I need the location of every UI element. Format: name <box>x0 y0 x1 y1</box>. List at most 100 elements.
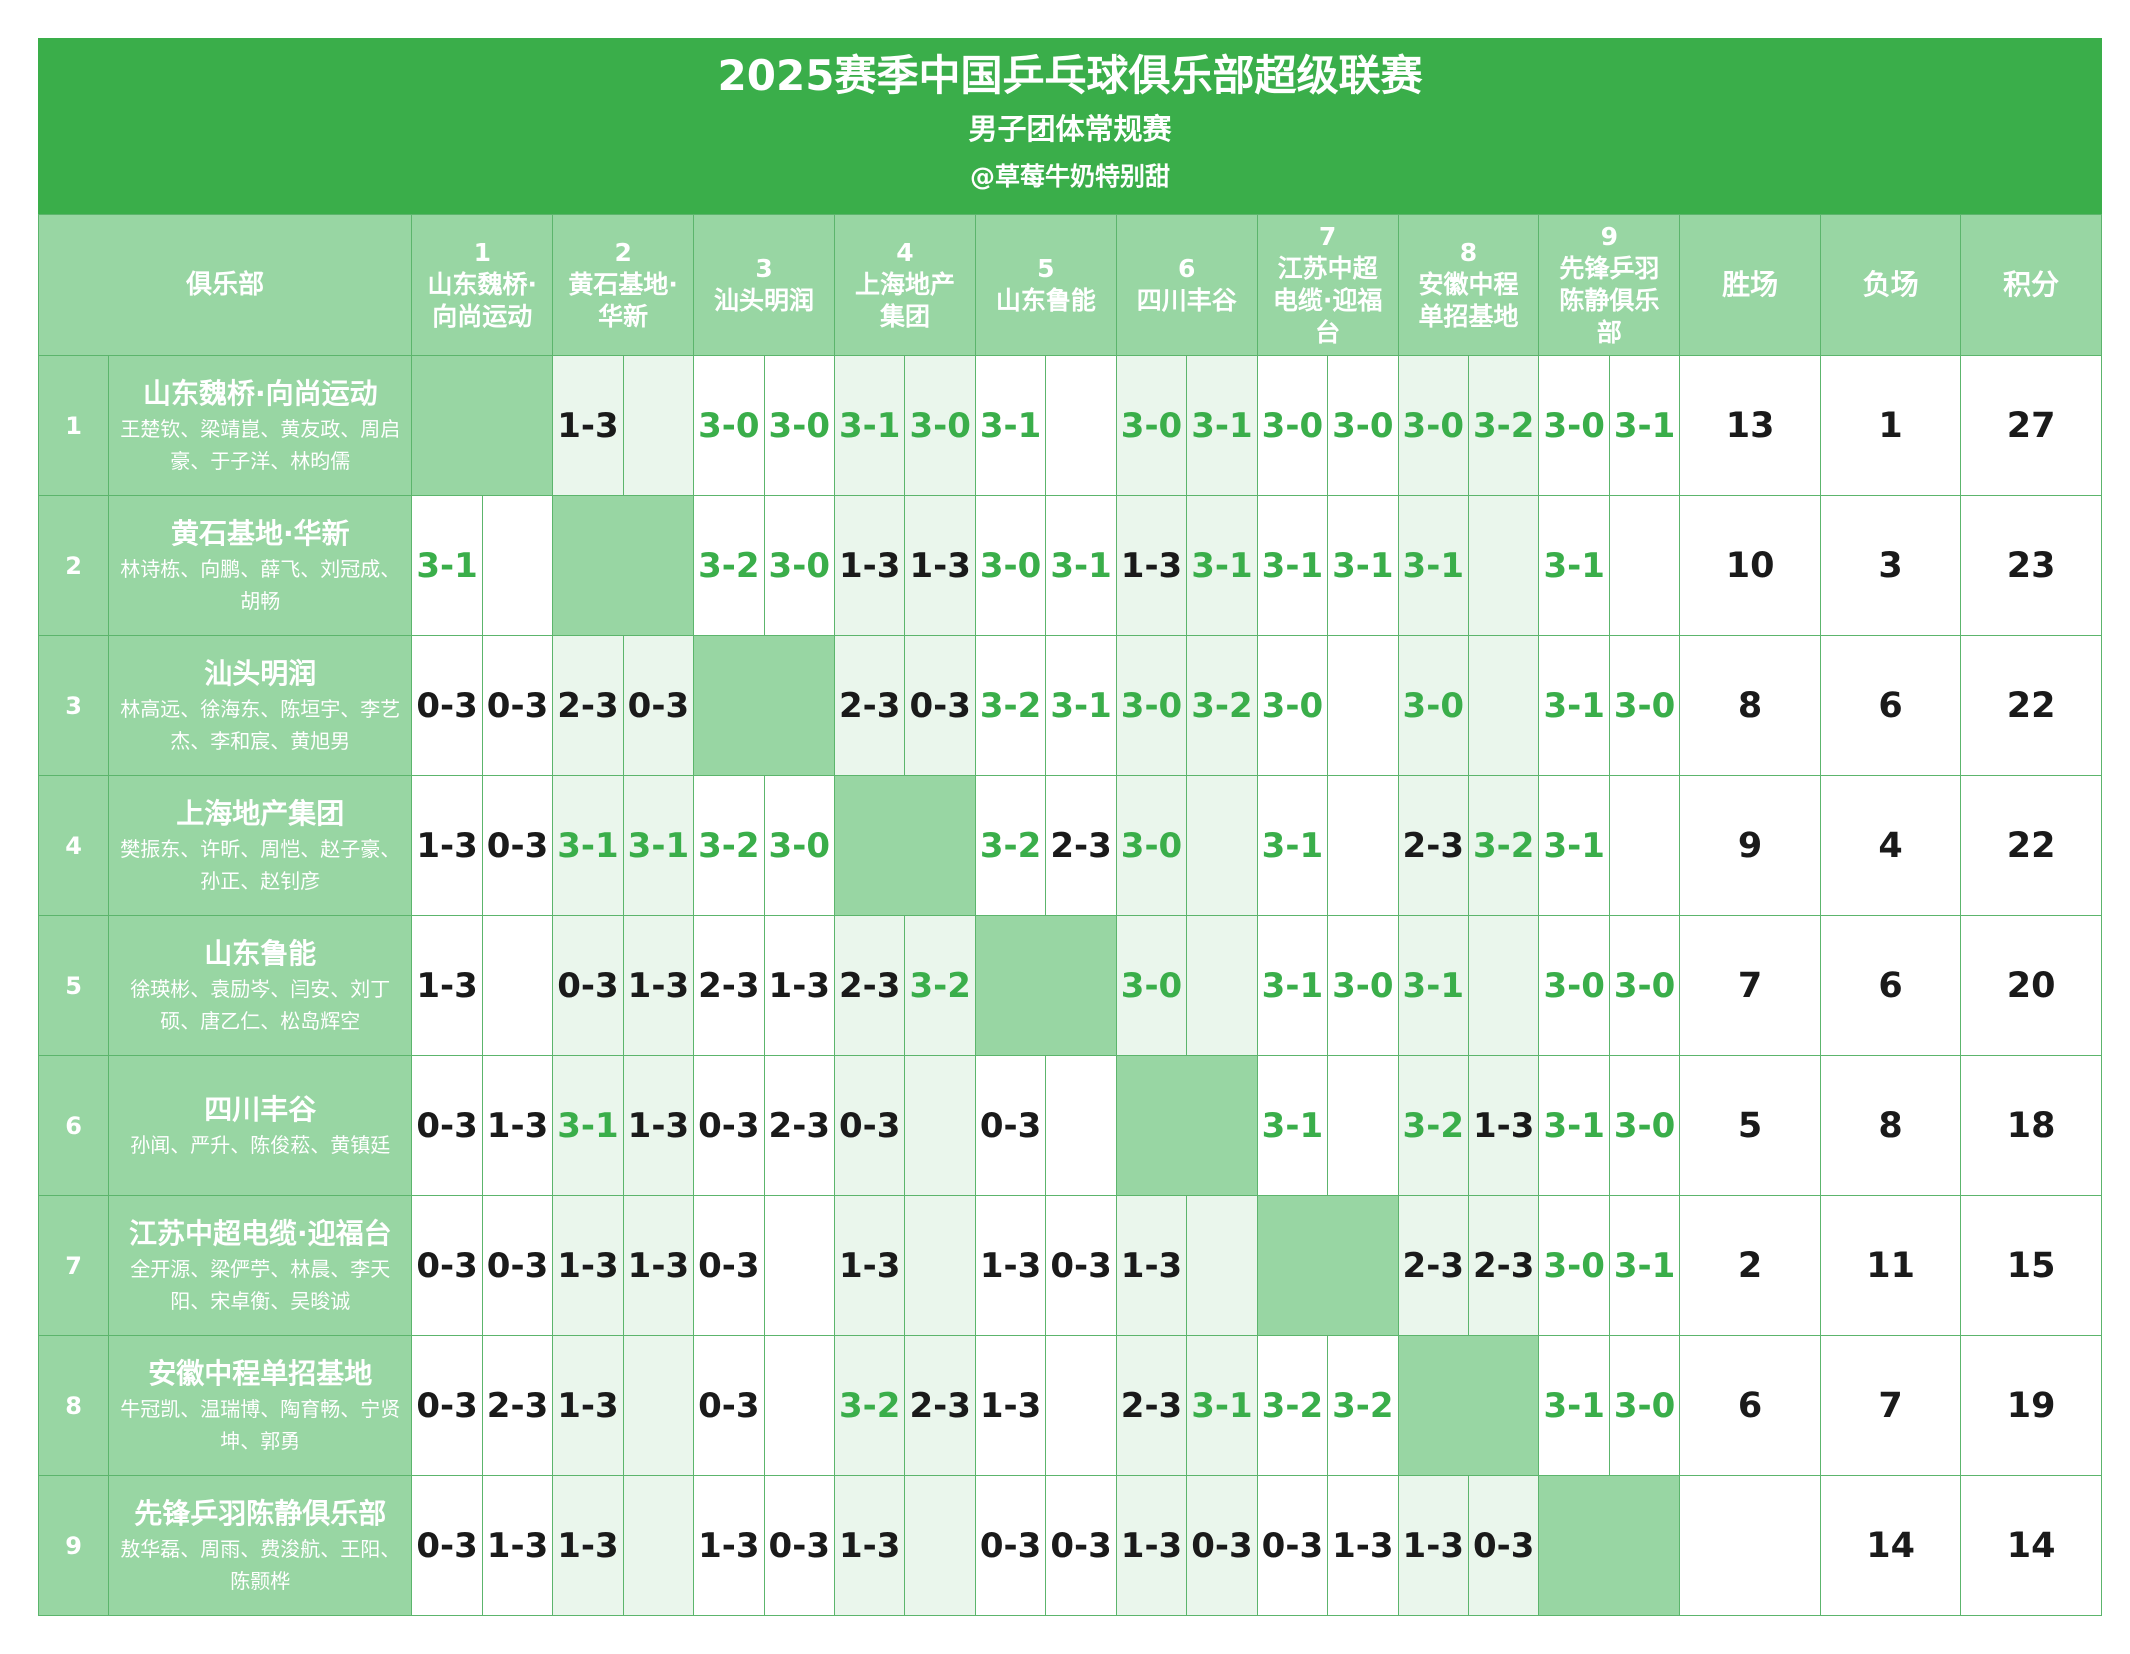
match-score <box>1467 635 1540 776</box>
match-score <box>904 1475 976 1616</box>
opponent-column-header: 3 汕头明润 <box>693 214 835 356</box>
match-score: 3-0 <box>1608 635 1681 776</box>
match-score: 1-3 <box>622 1055 695 1196</box>
match-score: 0-3 <box>1045 1195 1117 1336</box>
club-players: 敖华磊、周雨、费浚航、王阳、陈颢桦 <box>120 1536 401 1593</box>
opponent-number: 8 <box>1459 238 1478 267</box>
points-value: 15 <box>1960 1195 2102 1336</box>
match-score <box>622 1475 695 1616</box>
wins-value <box>1679 1475 1821 1616</box>
page-title: 2025赛季中国乒乓球俱乐部超级联赛 <box>717 51 1423 100</box>
rank-number: 1 <box>37 355 110 496</box>
match-score: 1-3 <box>1115 1195 1188 1336</box>
match-score: 0-3 <box>622 635 695 776</box>
rank-number: 3 <box>37 635 110 776</box>
opponent-number: 6 <box>1178 254 1196 283</box>
match-score: 1-3 <box>1397 1475 1469 1616</box>
match-score: 3-1 <box>1256 915 1329 1056</box>
match-score <box>622 1335 695 1476</box>
match-score: 3-0 <box>1256 635 1329 776</box>
points-value: 22 <box>1960 775 2102 916</box>
opponent-name: 安徽中程单招基地 <box>1418 270 1519 331</box>
wins-value: 8 <box>1679 635 1821 776</box>
match-score: 3-1 <box>833 355 906 496</box>
match-score: 2-3 <box>904 1335 976 1476</box>
match-score: 3-0 <box>1397 635 1469 776</box>
match-score <box>481 495 554 636</box>
match-score: 2-3 <box>833 635 906 776</box>
wins-value: 10 <box>1679 495 1821 636</box>
match-score: 3-1 <box>1186 355 1258 496</box>
match-score: 2-3 <box>763 1055 836 1196</box>
losses-value: 11 <box>1819 1195 1962 1336</box>
club-players: 牛冠凯、温瑞博、陶育畅、宁贤坤、郭勇 <box>120 1396 401 1453</box>
opponent-column-header: 1 山东魏桥·向尚运动 <box>411 214 554 356</box>
opponent-column-header: 8 安徽中程单招基地 <box>1397 214 1540 356</box>
match-score: 0-3 <box>481 1195 554 1336</box>
match-score: 3-1 <box>1327 495 1399 636</box>
author-credit: @草莓牛奶特别甜 <box>969 162 1170 191</box>
points-value: 19 <box>1960 1335 2102 1476</box>
match-score <box>1608 775 1681 916</box>
self-match-cell <box>1115 1055 1258 1196</box>
match-score: 0-3 <box>481 775 554 916</box>
opponent-name: 先锋乒羽陈静俱乐部 <box>1559 254 1660 347</box>
match-score <box>904 1195 976 1336</box>
match-score: 2-3 <box>1115 1335 1188 1476</box>
points-column-header: 积分 <box>1960 214 2102 356</box>
club-name: 四川丰谷 <box>204 1092 317 1126</box>
losses-value: 3 <box>1819 495 1962 636</box>
match-score: 1-3 <box>481 1055 554 1196</box>
match-score: 2-3 <box>1045 775 1117 916</box>
standings-table: 俱乐部 1 山东魏桥·向尚运动 2 黄石基地·华新 3 汕头明润 4 上海地产集团 5 山东鲁能 6 四… <box>37 214 2102 1616</box>
match-score: 3-1 <box>1538 495 1610 636</box>
club-name: 上海地产集团 <box>176 796 345 830</box>
match-score <box>1045 1055 1117 1196</box>
match-score: 1-3 <box>833 1475 906 1616</box>
rank-number: 7 <box>37 1195 110 1336</box>
club-cell: 上海地产集团 樊振东、许昕、周恺、赵子豪、孙正、赵钊彦 <box>108 775 413 916</box>
opponent-name: 上海地产集团 <box>854 270 955 331</box>
match-score <box>1467 915 1540 1056</box>
match-score: 3-1 <box>1186 495 1258 636</box>
match-score: 3-0 <box>1115 635 1188 776</box>
table-row: 4 上海地产集团 樊振东、许昕、周恺、赵子豪、孙正、赵钊彦 1-3 0-3 3-1 3-1 3… <box>37 775 2102 916</box>
match-score: 3-2 <box>693 775 765 916</box>
table-row: 5 山东鲁能 徐瑛彬、袁励岑、闫安、刘丁硕、唐乙仁、松岛辉空 1-3 0-3 1-3 2-3… <box>37 915 2102 1056</box>
wins-value: 9 <box>1679 775 1821 916</box>
match-score <box>1327 1055 1399 1196</box>
match-score: 1-3 <box>1115 1475 1188 1616</box>
match-score: 1-3 <box>1327 1475 1399 1616</box>
opponent-number: 9 <box>1600 222 1619 251</box>
rank-number: 6 <box>37 1055 110 1196</box>
match-score: 0-3 <box>693 1195 765 1336</box>
losses-value: 6 <box>1819 915 1962 1056</box>
match-score: 1-3 <box>974 1335 1047 1476</box>
self-match-cell <box>1256 1195 1399 1336</box>
table-row: 2 黄石基地·华新 林诗栋、向鹏、薛飞、刘冠成、胡畅 3-1 3-2 3-0 1-3 1-3 3… <box>37 495 2102 636</box>
club-name: 山东鲁能 <box>204 936 317 970</box>
wins-value: 6 <box>1679 1335 1821 1476</box>
match-score: 1-3 <box>833 495 906 636</box>
match-score: 3-1 <box>1538 775 1610 916</box>
wins-value: 2 <box>1679 1195 1821 1336</box>
points-value: 22 <box>1960 635 2102 776</box>
match-score: 2-3 <box>1467 1195 1540 1336</box>
match-score: 1-3 <box>974 1195 1047 1336</box>
table-row: 9 先锋乒羽陈静俱乐部 敖华磊、周雨、费浚航、王阳、陈颢桦 0-3 1-3 1-3 1-3 0… <box>37 1475 2102 1616</box>
table-row: 1 山东魏桥·向尚运动 王楚钦、梁靖崑、黄友政、周启豪、于子洋、林昀儒 1-3 3-0 3… <box>37 355 2102 496</box>
match-score: 3-2 <box>1467 355 1540 496</box>
opponent-name: 黄石基地·华新 <box>568 270 678 331</box>
club-cell: 先锋乒羽陈静俱乐部 敖华磊、周雨、费浚航、王阳、陈颢桦 <box>108 1475 413 1616</box>
match-score: 1-3 <box>481 1475 554 1616</box>
match-score: 3-0 <box>1115 355 1188 496</box>
match-score: 3-2 <box>1256 1335 1329 1476</box>
match-score: 1-3 <box>763 915 836 1056</box>
self-match-cell <box>1538 1475 1681 1616</box>
match-score: 3-1 <box>552 1055 624 1196</box>
club-name: 江苏中超电缆·迎福台 <box>128 1216 392 1250</box>
match-score: 0-3 <box>1186 1475 1258 1616</box>
opponent-number: 4 <box>896 238 914 267</box>
match-score: 1-3 <box>411 915 483 1056</box>
opponent-number: 1 <box>473 238 491 267</box>
